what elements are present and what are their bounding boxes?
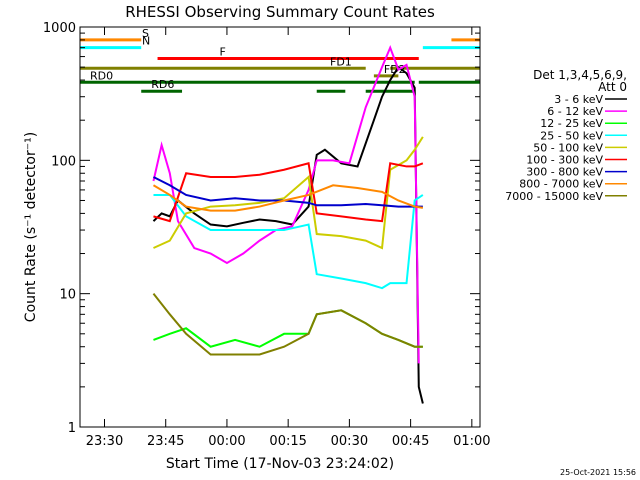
x-tick-label-0: 23:30: [86, 434, 123, 449]
state-label-fd1: FD1: [330, 55, 352, 68]
series-line-6: [153, 176, 423, 208]
y-tick-label-2: 100: [51, 154, 76, 169]
state-label-f: F: [220, 46, 226, 59]
y-tick-label-0: 1: [68, 421, 76, 436]
x-tick-label-5: 00:45: [392, 434, 429, 449]
x-tick-label-2: 00:00: [208, 434, 245, 449]
state-label-n: N: [142, 35, 150, 48]
legend-label-5: 100 - 300 keV: [526, 154, 603, 167]
legend-label-1: 6 - 12 keV: [547, 105, 603, 118]
legend-label-8: 7000 - 15000 keV: [505, 190, 603, 203]
x-tick-label-6: 01:00: [453, 434, 490, 449]
x-tick-label-1: 23:45: [147, 434, 184, 449]
y-tick-label-1: 10: [59, 288, 76, 303]
chart-title: RHESSI Observing Summary Count Rates: [125, 3, 435, 21]
y-axis-label: Count Rate (s⁻¹ detector⁻¹): [23, 132, 39, 322]
legend-label-7: 800 - 7000 keV: [519, 178, 603, 191]
state-label-s: S: [142, 27, 149, 40]
legend-header-2: Att 0: [598, 80, 627, 94]
state-label-rd6: RD6: [151, 78, 174, 91]
y-tick-label-3: 1000: [43, 21, 76, 36]
plot-area: SN F FD1 FD2 RD0 RD6: [80, 27, 480, 404]
footer-timestamp: 25-Oct-2021 15:56: [560, 468, 636, 477]
state-label-fd2: FD2: [384, 63, 406, 76]
legend-label-3: 25 - 50 keV: [540, 129, 603, 142]
series-line-7: [152, 184, 424, 212]
x-tick-label-3: 00:15: [269, 434, 306, 449]
x-axis-label: Start Time (17-Nov-03 23:24:02): [166, 456, 394, 472]
legend-label-6: 300 - 800 keV: [526, 166, 603, 179]
plot-frame: [79, 26, 481, 428]
series-line-5: [153, 162, 424, 223]
legend-label-2: 12 - 25 keV: [540, 117, 603, 130]
legend-label-4: 50 - 100 keV: [533, 141, 603, 154]
series-line-1: [152, 44, 420, 364]
series-line-8: [152, 293, 423, 356]
series-line-3: [153, 193, 424, 290]
x-tick-label-4: 00:30: [331, 434, 368, 449]
axes: 23:30 23:45 00:00 00:15 00:30 00:45 01:00 1 10 10…: [43, 21, 491, 449]
state-label-rd0: RD0: [90, 69, 113, 82]
legend-label-0: 3 - 6 keV: [554, 93, 603, 106]
legend-header-1: Det 1,3,4,5,6,9,: [533, 68, 627, 82]
